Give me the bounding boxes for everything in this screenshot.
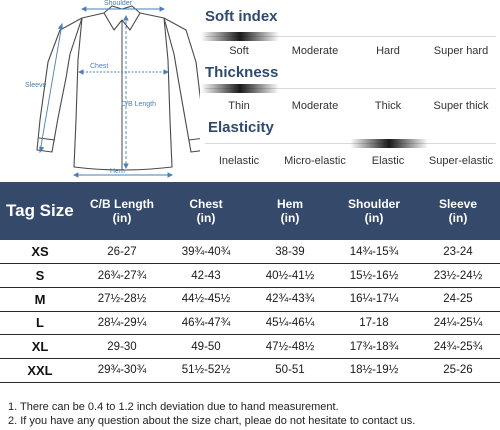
scale-line	[205, 88, 496, 89]
table-row: L 28¼-29¼ 46¾-47¾ 45¼-46¼ 17-18 24¼-25¼	[0, 311, 500, 336]
shoulder-cell: 17¾-18¾	[332, 334, 416, 359]
soft-index-title: Soft index	[205, 8, 278, 25]
cb-length-cell: 29-30	[80, 334, 164, 359]
sleeve-cell: 24¾-25¾	[416, 334, 500, 359]
chest-cell: 39¾-40¾	[164, 240, 248, 265]
note-measurement-deviation: 1. There can be 0.4 to 1.2 inch deviatio…	[8, 401, 339, 413]
column-header-shoulder: Shoulder (in)	[332, 182, 416, 240]
sleeve-label: Sleeve	[25, 82, 47, 89]
column-unit: (in)	[280, 211, 300, 225]
hem-cell: 45¼-46¼	[248, 311, 332, 336]
column-unit: (in)	[112, 211, 132, 225]
option-super-thick: Super thick	[433, 100, 489, 112]
hem-cell: 40½-41½	[248, 263, 332, 288]
sleeve-cell: 25-26	[416, 358, 500, 383]
column-title: Shoulder	[347, 197, 400, 211]
hem-cell: 50-51	[248, 358, 332, 383]
option-moderate: Moderate	[291, 45, 339, 57]
option-micro-elastic: Micro-elastic	[284, 155, 346, 167]
column-title: Hem	[276, 197, 303, 211]
note-contact-us: 2. If you have any question about the si…	[8, 415, 416, 427]
shirt-measurement-diagram: Shoulder Chest Sleeve C/B Length Hem	[0, 0, 207, 182]
column-header-cb-length: C/B Length (in)	[80, 182, 164, 240]
column-header-tag-size: Tag Size	[0, 182, 80, 240]
selected-level-marker	[350, 139, 428, 148]
column-header-sleeve: Sleeve (in)	[416, 182, 500, 240]
shoulder-cell: 15½-16½	[332, 263, 416, 288]
thickness-title: Thickness	[205, 64, 279, 81]
cb-length-label: C/B Length	[121, 101, 157, 108]
selected-level-marker	[201, 84, 279, 93]
shoulder-cell: 17-18	[332, 311, 416, 336]
elasticity-scale: Elasticity Inelastic Micro-elastic Elast…	[205, 119, 500, 175]
sleeve-cell: 24¼-25¼	[416, 311, 500, 336]
option-thick: Thick	[374, 100, 402, 112]
option-super-elastic: Super-elastic	[428, 155, 494, 167]
table-row: XL 29-30 49-50 47½-48½ 17¾-18¾ 24¾-25¾	[0, 334, 500, 359]
chest-cell: 49-50	[164, 334, 248, 359]
chest-cell: 42-43	[164, 263, 248, 288]
table-header-row: Tag Size C/B Length (in) Chest (in) Hem …	[0, 182, 500, 240]
sleeve-cell: 23-24	[416, 240, 500, 265]
size-cell: M	[0, 287, 80, 312]
shirt-illustration	[36, 5, 207, 178]
column-unit: (in)	[448, 211, 468, 225]
hem-cell: 42¾-43¾	[248, 287, 332, 312]
chest-cell: 44½-45½	[164, 287, 248, 312]
size-cell: XS	[0, 240, 80, 265]
option-super-hard: Super hard	[433, 45, 489, 57]
chest-cell: 51½-52½	[164, 358, 248, 383]
option-thin: Thin	[228, 100, 250, 112]
size-chart-notes: 1. There can be 0.4 to 1.2 inch deviatio…	[8, 400, 498, 428]
size-cell: L	[0, 311, 80, 336]
option-moderate: Moderate	[291, 100, 339, 112]
size-cell: S	[0, 263, 80, 288]
thickness-scale: Thickness Thin Moderate Thick Super thic…	[201, 64, 500, 118]
soft-index-scale: Soft index Soft Moderate Hard Super hard	[201, 8, 500, 62]
table-row: M 27½-28½ 44½-45½ 42¾-43¾ 16¼-17¼ 24-25	[0, 287, 500, 312]
cb-length-cell: 26¾-27¾	[80, 263, 164, 288]
chest-cell: 46¾-47¾	[164, 311, 248, 336]
cb-length-cell: 28¼-29¼	[80, 311, 164, 336]
column-title: C/B Length	[90, 197, 154, 211]
column-title: Sleeve	[438, 197, 478, 211]
cb-length-cell: 29¾-30¾	[80, 358, 164, 383]
hem-cell: 47½-48½	[248, 334, 332, 359]
table-row: XS 26-27 39¾-40¾ 38-39 14¾-15¾ 23-24	[0, 240, 500, 265]
column-title: Tag Size	[6, 201, 74, 220]
hem-cell: 38-39	[248, 240, 332, 265]
option-hard: Hard	[376, 45, 400, 57]
cb-length-cell: 26-27	[80, 240, 164, 265]
table-row: S 26¾-27¾ 42-43 40½-41½ 15½-16½ 23½-24½	[0, 263, 500, 288]
option-soft: Soft	[229, 45, 249, 57]
column-title: Chest	[189, 197, 223, 211]
column-header-hem: Hem (in)	[248, 182, 332, 240]
sleeve-cell: 24-25	[416, 287, 500, 312]
shoulder-cell: 18½-19½	[332, 358, 416, 383]
selected-level-marker	[201, 32, 279, 41]
size-chart-table: Tag Size C/B Length (in) Chest (in) Hem …	[0, 182, 500, 383]
shoulder-cell: 14¾-15¾	[332, 240, 416, 265]
size-cell: XXL	[0, 358, 80, 383]
hem-label: Hem	[110, 168, 125, 175]
chest-label: Chest	[90, 63, 109, 70]
table-row: XXL 29¾-30¾ 51½-52½ 50-51 18½-19½ 25-26	[0, 358, 500, 383]
column-header-chest: Chest (in)	[164, 182, 248, 240]
size-cell: XL	[0, 334, 80, 359]
elasticity-title: Elasticity	[208, 119, 274, 136]
column-unit: (in)	[196, 211, 216, 225]
sleeve-cell: 23½-24½	[416, 263, 500, 288]
column-unit: (in)	[364, 211, 384, 225]
option-elastic: Elastic	[371, 155, 405, 167]
shoulder-label: Shoulder	[104, 0, 133, 7]
option-inelastic: Inelastic	[218, 155, 260, 167]
scale-line	[205, 36, 496, 37]
shoulder-cell: 16¼-17¼	[332, 287, 416, 312]
cb-length-cell: 27½-28½	[80, 287, 164, 312]
